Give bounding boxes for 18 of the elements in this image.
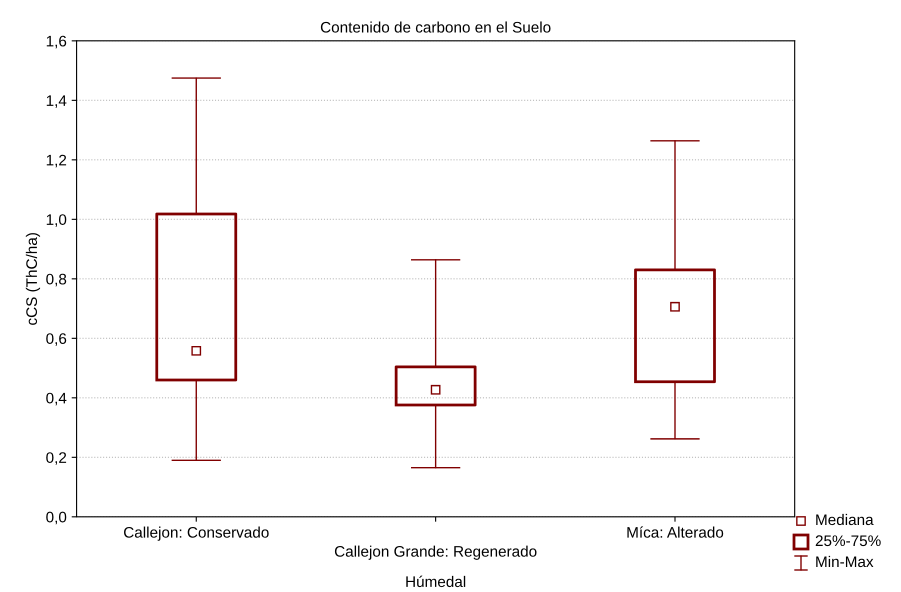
text: Mediana [816,514,874,526]
x-axis-title: Húmedal [406,576,466,588]
text: 25%-75% [816,535,881,546]
y-tick-label: 0,6 [46,333,66,346]
x-tick-label: Míca: Alterado [627,526,724,538]
y-tick-label: 1,6 [46,36,66,48]
text: Min-Max [816,556,874,568]
chart-title: Contenido de carbono en el Suelo [320,21,551,33]
y-tick-label: 0,8 [46,274,66,286]
y-tick-label: 1,2 [46,154,66,168]
y-tick-label: 0,4 [46,392,66,406]
y-tick-label: 1,0 [46,214,66,227]
x-tick-label: Callejon Grande: Regenerado [334,546,536,560]
y-tick-label: 1,4 [46,95,66,108]
y-tick-label: 0,0 [46,512,66,524]
x-tick-label: Callejon: Conservado [124,526,269,541]
y-axis-title: cCS (ThC/ha) [26,233,40,325]
y-tick-label: 0,2 [46,452,66,465]
